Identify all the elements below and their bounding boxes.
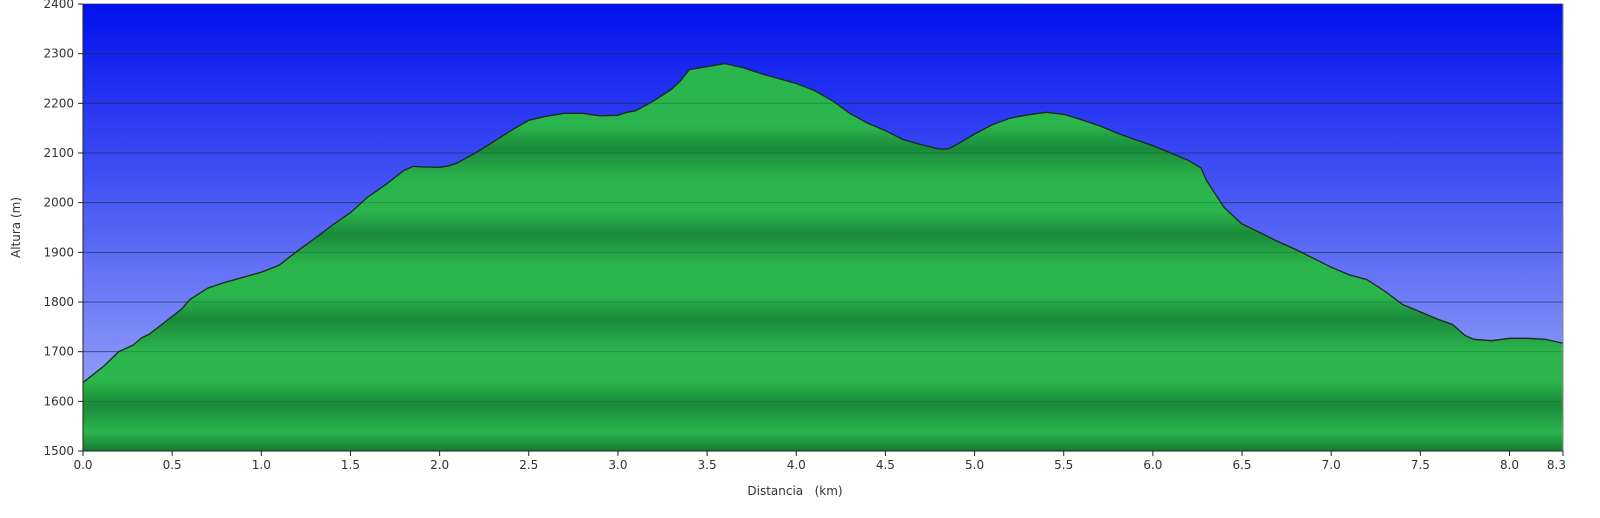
x-tick-label: 2.5 [519,458,538,472]
x-tick-label: 1.0 [252,458,271,472]
x-tick-label: 6.0 [1143,458,1162,472]
elevation-area [83,63,1563,451]
y-tick-label: 1800 [43,295,74,309]
y-tick-label: 2400 [43,0,74,11]
x-tick-label: 8.3 [1547,458,1566,472]
tick-labels: 0.0 0.5 1.0 1.5 2.0 2.5 3.0 3.5 4.0 4.5 5.0 5.5 6.0 6… [43,0,1566,472]
x-tick-label: 8.0 [1500,458,1519,472]
x-tick-label: 5.0 [965,458,984,472]
x-tick-label: 4.5 [876,458,895,472]
x-tick-label: 6.5 [1232,458,1251,472]
x-tick-label: 0.5 [163,458,182,472]
y-tick-label: 1900 [43,245,74,259]
x-tick-label: 4.0 [787,458,806,472]
x-tick-label: 2.0 [430,458,449,472]
y-tick-label: 1700 [43,345,74,359]
x-tick-label: 7.0 [1322,458,1341,472]
elevation-line [82,62,1564,384]
y-tick-label: 2200 [43,96,74,110]
y-tick-label: 2000 [43,196,74,210]
y-tick-label: 1500 [43,444,74,458]
y-tick-label: 2300 [43,47,74,61]
y-axis-title: Altura (m) [9,197,23,258]
y-tick-label: 1600 [43,394,74,408]
axes [78,3,1564,456]
x-axis-title: Distancia (km) [747,484,842,498]
x-tick-label: 1.5 [341,458,360,472]
x-tick-label: 0.0 [73,458,92,472]
y-tick-label: 2100 [43,146,74,160]
x-tick-label: 3.5 [698,458,717,472]
x-tick-label: 7.5 [1411,458,1430,472]
x-tick-label: 3.0 [608,458,627,472]
x-tick-label: 5.5 [1054,458,1073,472]
